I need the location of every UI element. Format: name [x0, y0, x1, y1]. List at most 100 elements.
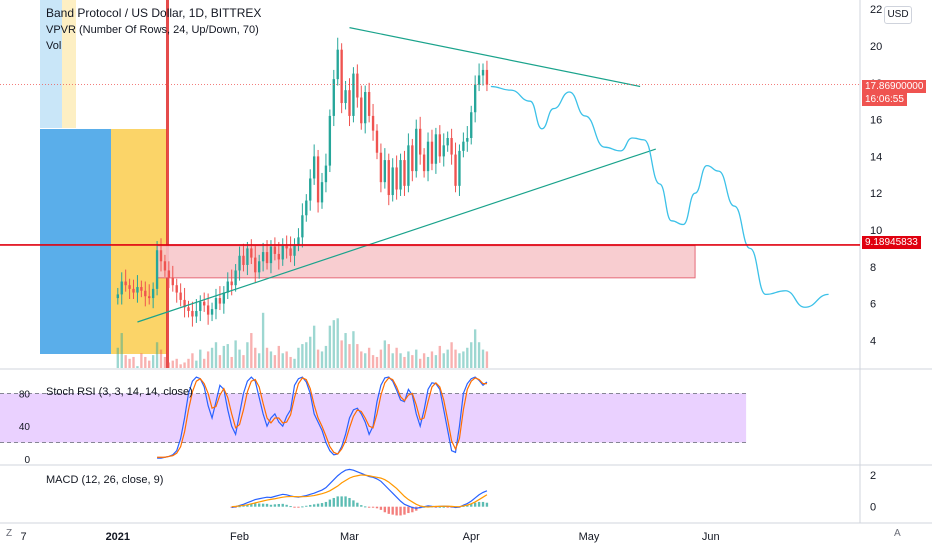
countdown-tag: 16:06:55 [862, 93, 907, 106]
volume-bar [273, 355, 277, 368]
volume-bar [395, 347, 398, 368]
macd-histogram-bar [269, 504, 273, 507]
candle-body [281, 244, 284, 260]
candle-body [407, 145, 410, 186]
macd-histogram-bar [316, 503, 320, 507]
vol-label[interactable]: Vol [46, 40, 62, 52]
macd-histogram-bar [265, 503, 269, 507]
volume-bar [163, 356, 167, 368]
volume-bar [277, 345, 280, 368]
macd-histogram-bar [473, 502, 477, 507]
stoch-rsi-label[interactable]: Stoch RSI (3, 3, 14, 14, close) [46, 386, 193, 398]
candle-body [379, 152, 383, 183]
volume-bar [485, 351, 489, 368]
candle-body [214, 298, 218, 310]
volume-bar [246, 342, 249, 368]
macd-tick-label: 2 [870, 470, 876, 482]
currency-button[interactable]: USD [884, 6, 912, 24]
last-price-tag: 17.86900000 [862, 80, 927, 93]
volume-bar [214, 342, 218, 368]
macd-histogram-bar [344, 496, 347, 507]
candle-body [277, 253, 280, 260]
candle-body [383, 160, 387, 183]
volume-bar [415, 349, 418, 368]
macd-histogram-bar [383, 506, 387, 513]
vpvr-bar-up [40, 0, 62, 128]
candle-body [199, 301, 202, 311]
macd-histogram-bar [301, 506, 304, 508]
volume-bar [312, 325, 316, 368]
candle-body [159, 250, 163, 262]
volume-bar [383, 340, 387, 368]
timezone-button[interactable]: Z [6, 528, 13, 539]
macd-histogram-bar [470, 504, 473, 507]
candle-body [250, 248, 253, 258]
vpvr-label[interactable]: VPVR (Number Of Rows, 24, Up/Down, 70) [46, 24, 259, 36]
volume-bar [124, 355, 127, 368]
candle-body [312, 156, 316, 179]
candle-body [422, 154, 426, 172]
macd-label[interactable]: MACD (12, 26, close, 9) [46, 474, 164, 486]
candle-body [446, 138, 449, 146]
macd-histogram-bar [281, 503, 284, 507]
candle-body [124, 281, 127, 286]
volume-bar [411, 355, 414, 368]
volume-bar [187, 358, 190, 368]
volume-bar [442, 353, 445, 368]
macd-histogram-bar [250, 504, 253, 507]
time-tick-label: Jun [702, 531, 720, 543]
volume-bar [218, 355, 222, 368]
macd-histogram-bar [328, 499, 332, 507]
candle-body [226, 281, 229, 293]
macd-histogram-bar [297, 506, 300, 508]
macd-tick-label: 0 [870, 502, 876, 514]
candle-body [419, 128, 422, 155]
candle-body [485, 69, 489, 85]
price-tick-label: 6 [870, 299, 876, 311]
candle-body [151, 288, 155, 299]
volume-bar [269, 351, 273, 368]
candle-body [415, 128, 418, 172]
candle-body [120, 281, 123, 295]
candle-body [466, 138, 469, 142]
macd-histogram-bar [407, 506, 410, 514]
volume-bar [391, 353, 394, 368]
volume-bar [199, 349, 202, 368]
candle-body [336, 49, 339, 80]
volume-bar [458, 353, 461, 368]
candle-body [426, 141, 430, 172]
candle-body [285, 244, 288, 249]
volume-bar [289, 356, 292, 368]
trendline [137, 148, 656, 323]
candle-body [222, 292, 226, 304]
macd-histogram-bar [477, 501, 481, 507]
candle-body [183, 299, 186, 308]
volume-bar [281, 353, 284, 368]
volume-bar [336, 318, 339, 368]
candle-body [438, 134, 441, 157]
candle-body [254, 257, 257, 273]
volume-bar [293, 358, 296, 368]
candle-body [289, 248, 292, 256]
volume-bar [151, 355, 155, 368]
volume-bar [438, 345, 441, 368]
macd-histogram-bar [364, 506, 367, 508]
price-tick-label: 12 [870, 188, 882, 200]
macd-histogram-bar [367, 506, 371, 508]
volume-bar [254, 347, 257, 368]
volume-bar [159, 349, 163, 368]
auto-scale-button[interactable]: A [894, 528, 901, 539]
price-tick-label: 8 [870, 262, 876, 274]
support-zone [156, 245, 696, 279]
time-tick-label: Apr [463, 531, 480, 543]
symbol-title[interactable]: Band Protocol / US Dollar, 1D, BITTREX [46, 6, 262, 20]
volume-bar [230, 356, 233, 368]
vpvr-bar-up [40, 129, 111, 354]
volume-bar [155, 342, 159, 368]
volume-bar [242, 355, 245, 368]
candle-body [387, 160, 390, 196]
volume-bar [179, 364, 182, 368]
volume-bar [210, 347, 214, 368]
volume-bar [328, 325, 332, 368]
